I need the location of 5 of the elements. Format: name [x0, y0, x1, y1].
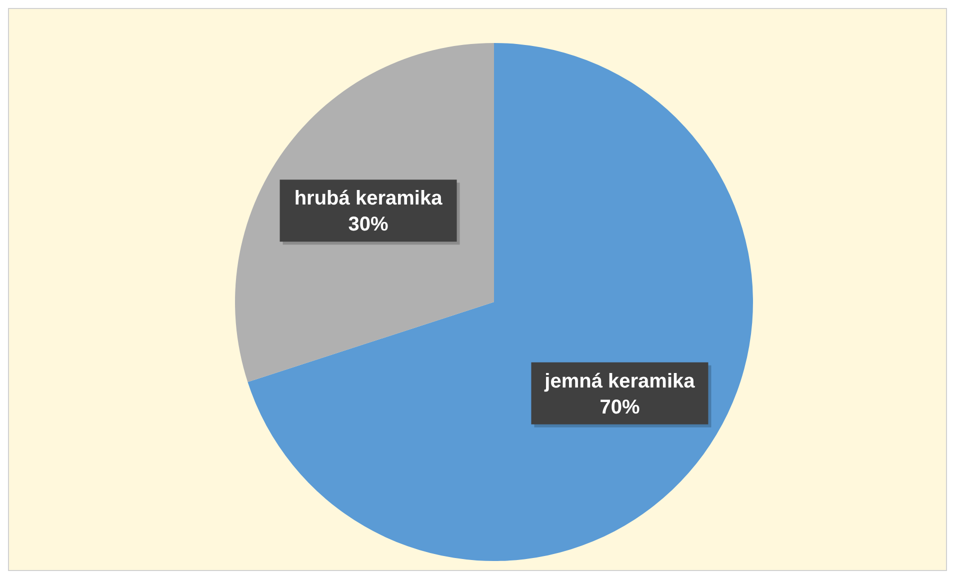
data-label: 30%	[348, 214, 389, 236]
pie-slice	[248, 43, 753, 561]
data-label: 70%	[600, 396, 640, 418]
slice-label: hrubá keramika	[294, 188, 444, 210]
slice-label: jemná keramika	[544, 370, 696, 392]
